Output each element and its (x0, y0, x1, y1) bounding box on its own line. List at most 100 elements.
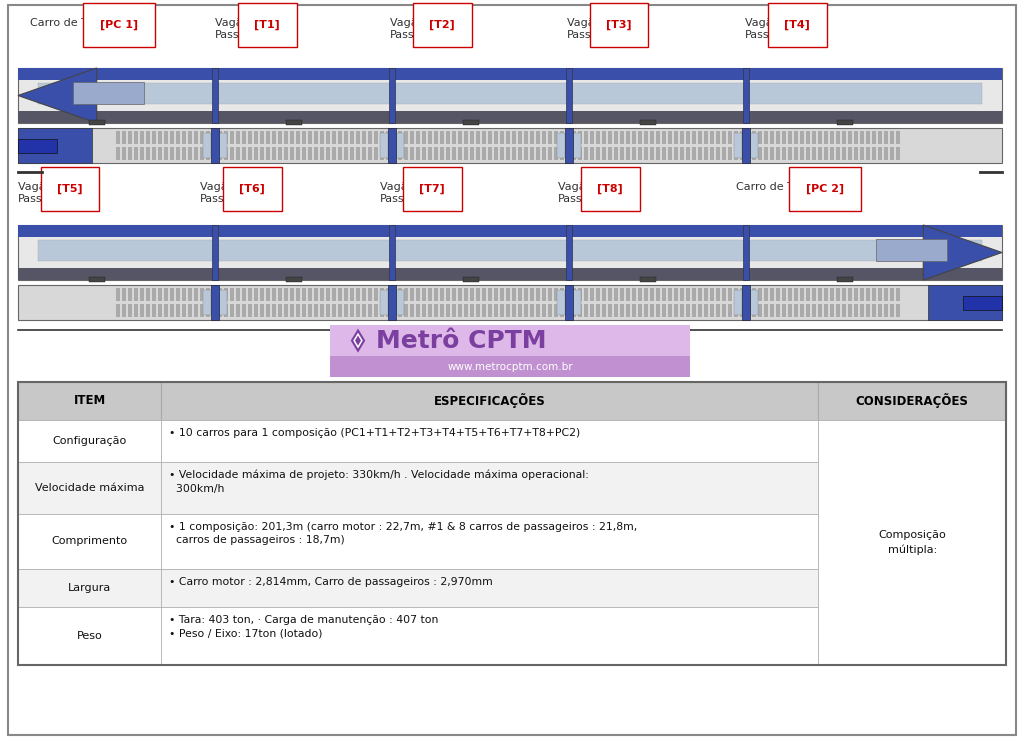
Bar (524, 288, 528, 301)
Bar (788, 304, 793, 317)
Bar (524, 131, 528, 144)
Bar (518, 147, 522, 160)
Bar (585, 131, 589, 144)
Bar (705, 288, 709, 301)
Bar (411, 131, 415, 144)
Bar (89, 120, 104, 125)
Bar (428, 131, 432, 144)
Bar (369, 147, 373, 160)
Bar (260, 304, 264, 317)
Bar (728, 131, 732, 144)
Bar (742, 285, 751, 320)
Text: Vagão de
Passageiros: Vagão de Passageiros (558, 182, 624, 204)
Bar (795, 131, 799, 144)
Bar (396, 133, 403, 158)
Bar (254, 147, 258, 160)
Bar (663, 131, 667, 144)
Bar (369, 304, 373, 317)
Text: www.metrocptm.com.br: www.metrocptm.com.br (447, 362, 572, 371)
Bar (321, 147, 325, 160)
Bar (896, 288, 900, 301)
Bar (573, 290, 581, 314)
Bar (446, 131, 451, 144)
Bar (302, 131, 306, 144)
Bar (837, 147, 841, 160)
Bar (872, 147, 877, 160)
Bar (117, 131, 121, 144)
Bar (801, 131, 805, 144)
Bar (243, 288, 247, 301)
Bar (266, 131, 270, 144)
Bar (849, 147, 852, 160)
Text: Metrô CPTM: Metrô CPTM (376, 329, 547, 352)
Bar (788, 131, 793, 144)
Bar (877, 239, 947, 260)
Bar (134, 147, 138, 160)
Bar (291, 304, 295, 317)
Bar (386, 147, 390, 160)
Bar (128, 304, 132, 317)
Bar (650, 304, 654, 317)
Bar (327, 131, 331, 144)
Bar (161, 420, 818, 462)
Bar (770, 131, 774, 144)
Bar (860, 304, 864, 317)
Bar (38, 240, 982, 261)
Bar (885, 131, 889, 144)
Bar (411, 147, 415, 160)
Bar (212, 304, 216, 317)
Bar (333, 147, 337, 160)
Bar (249, 147, 252, 160)
Text: ITEM: ITEM (74, 394, 105, 408)
Bar (338, 147, 342, 160)
Bar (89, 277, 104, 282)
Bar (362, 147, 367, 160)
Bar (801, 304, 805, 317)
Bar (675, 147, 678, 160)
Bar (518, 131, 522, 144)
Bar (243, 304, 247, 317)
Bar (285, 288, 289, 301)
Bar (182, 147, 186, 160)
Bar (764, 147, 768, 160)
Bar (18, 128, 1002, 163)
Bar (663, 147, 667, 160)
Bar (417, 288, 421, 301)
Bar (470, 147, 474, 160)
Bar (434, 304, 438, 317)
Text: CONSIDERAÇÕES: CONSIDERAÇÕES (856, 394, 969, 408)
Bar (161, 514, 818, 569)
Bar (596, 288, 600, 301)
Bar (495, 147, 499, 160)
Bar (638, 147, 642, 160)
Bar (830, 147, 835, 160)
Bar (153, 288, 157, 301)
Bar (705, 131, 709, 144)
Bar (795, 304, 799, 317)
Bar (146, 304, 151, 317)
Bar (585, 304, 589, 317)
Bar (818, 147, 822, 160)
Bar (879, 288, 883, 301)
Bar (285, 304, 289, 317)
Bar (554, 131, 558, 144)
Bar (272, 147, 276, 160)
Bar (212, 288, 216, 301)
Bar (308, 288, 312, 301)
Bar (866, 304, 870, 317)
Bar (837, 120, 853, 125)
Bar (344, 288, 348, 301)
Polygon shape (355, 336, 361, 346)
Bar (422, 131, 426, 144)
Bar (560, 147, 564, 160)
Bar (212, 68, 218, 123)
Text: Carro de Tração: Carro de Tração (30, 18, 118, 28)
Bar (453, 288, 457, 301)
Bar (711, 131, 715, 144)
Bar (392, 131, 396, 144)
Bar (18, 225, 1002, 237)
Bar (446, 288, 451, 301)
Bar (434, 131, 438, 144)
Text: [T7]: [T7] (419, 184, 445, 195)
Bar (369, 131, 373, 144)
